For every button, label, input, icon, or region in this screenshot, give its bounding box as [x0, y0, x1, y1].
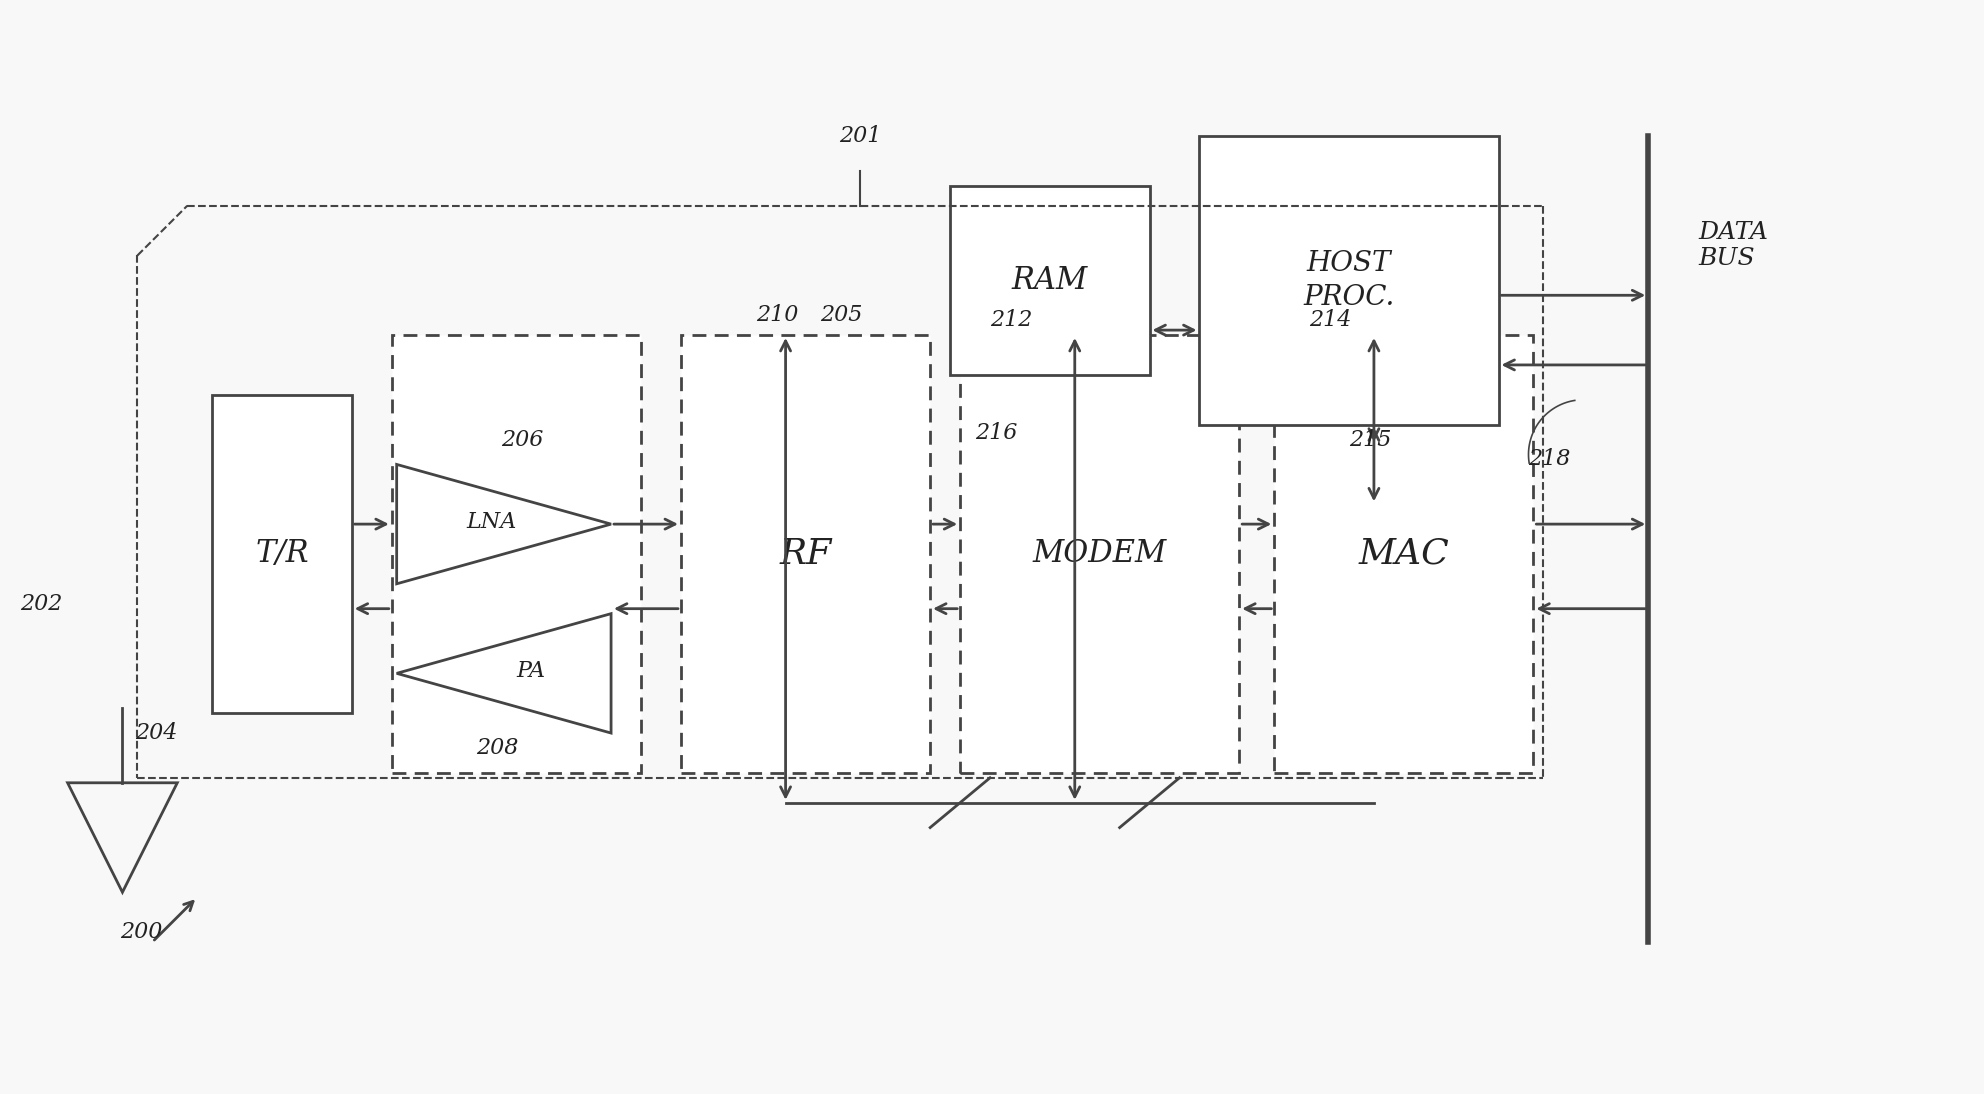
Text: LNA: LNA [466, 511, 516, 533]
Bar [681, 335, 930, 772]
Text: 216: 216 [974, 421, 1018, 443]
Text: PA: PA [516, 661, 546, 683]
Text: 212: 212 [990, 310, 1032, 331]
Text: DATA
BUS: DATA BUS [1698, 221, 1768, 270]
Bar [212, 395, 351, 713]
Text: 200: 200 [119, 921, 163, 943]
Text: T/R: T/R [256, 538, 310, 570]
Text: RF: RF [780, 537, 831, 571]
Bar [1274, 335, 1534, 772]
Text: 215: 215 [1349, 429, 1391, 451]
Bar [950, 186, 1149, 375]
Text: 208: 208 [476, 737, 520, 759]
Text: 218: 218 [1528, 449, 1571, 470]
Text: RAM: RAM [1012, 265, 1087, 295]
Bar [1200, 136, 1498, 424]
Text: 205: 205 [821, 304, 863, 326]
Text: 202: 202 [20, 593, 63, 615]
Text: 214: 214 [1309, 310, 1351, 331]
Text: 210: 210 [756, 304, 798, 326]
Text: HOST
PROC.: HOST PROC. [1303, 251, 1395, 311]
Bar [391, 335, 641, 772]
Bar [960, 335, 1240, 772]
Text: 201: 201 [839, 125, 881, 147]
Text: MODEM: MODEM [1032, 538, 1167, 570]
Text: MAC: MAC [1359, 537, 1448, 571]
Text: 206: 206 [502, 429, 544, 451]
Text: 204: 204 [135, 722, 177, 744]
